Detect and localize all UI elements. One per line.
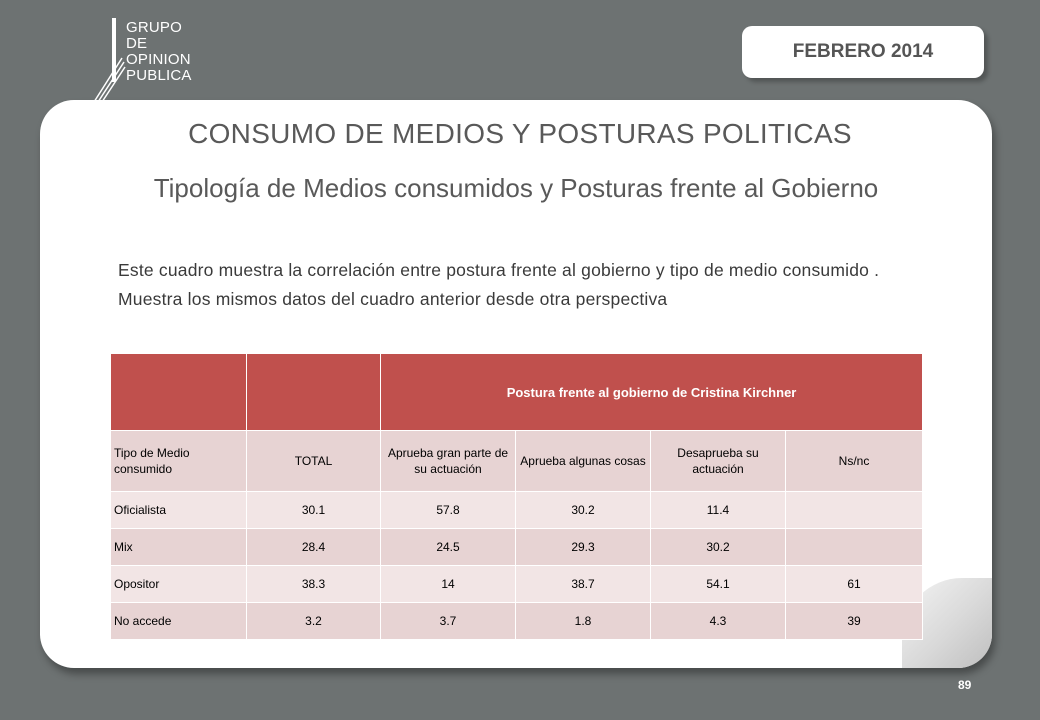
row-label: No accede	[110, 602, 247, 640]
table-cell: 4.3	[650, 602, 786, 640]
logo-vertical-bar	[112, 18, 116, 82]
table-cell: 14	[380, 565, 516, 603]
column-header: Tipo de Medio consumido	[110, 430, 247, 492]
table-row: No accede 3.2 3.7 1.8 4.3 39	[110, 602, 924, 640]
table-cell: 24.5	[380, 528, 516, 566]
header-empty-cell	[246, 353, 381, 431]
table-cell: 38.3	[246, 565, 381, 603]
table-cell: 38.7	[515, 565, 651, 603]
logo-lines-icon	[93, 57, 126, 103]
logo-text: GRUPO DE OPINION PUBLICA	[126, 20, 192, 84]
table-cell: 28.4	[246, 528, 381, 566]
table-cell: 11.4	[650, 491, 786, 529]
table-cell: 57.8	[380, 491, 516, 529]
table-cell: 30.1	[246, 491, 381, 529]
table-row: Oficialista 30.1 57.8 30.2 11.4	[110, 491, 924, 529]
table-cell: 61	[784, 565, 924, 603]
grupo-opinion-publica-logo: GRUPO DE OPINION PUBLICA	[92, 14, 222, 104]
table-cell: 39	[784, 602, 924, 640]
date-badge: FEBRERO 2014	[742, 26, 984, 78]
table-cell: 29.3	[515, 528, 651, 566]
table-header-row: Postura frente al gobierno de Cristina K…	[110, 353, 924, 431]
group-header: Postura frente al gobierno de Cristina K…	[379, 353, 924, 431]
logo-line: GRUPO	[126, 19, 183, 36]
row-label: Opositor	[110, 565, 247, 603]
column-header-row: Tipo de Medio consumido TOTAL Aprueba gr…	[110, 430, 924, 492]
table-cell	[784, 491, 924, 529]
table-row: Opositor 38.3 14 38.7 54.1 61	[110, 565, 924, 603]
header-empty-cell	[110, 353, 247, 431]
table-cell: 1.8	[515, 602, 651, 640]
slide-subtitle: Tipología de Medios consumidos y Postura…	[153, 173, 879, 203]
column-header: Aprueba gran parte de su actuación	[380, 430, 516, 492]
column-header: Desaprueba su actuación	[650, 430, 786, 492]
page-number: 89	[958, 678, 972, 692]
row-label: Mix	[110, 528, 247, 566]
logo-line: DE	[126, 35, 148, 52]
table-cell: 3.7	[380, 602, 516, 640]
media-posture-table: Postura frente al gobierno de Cristina K…	[110, 353, 924, 640]
description-text: Este cuadro muestra la correlación entre…	[118, 260, 880, 309]
column-header: TOTAL	[246, 430, 381, 492]
column-header: Aprueba algunas cosas	[515, 430, 651, 492]
table-cell: 30.2	[650, 528, 786, 566]
table-cell: 3.2	[246, 602, 381, 640]
table-cell: 30.2	[515, 491, 651, 529]
table-cell	[784, 528, 924, 566]
table-cell: 54.1	[650, 565, 786, 603]
table-row: Mix 28.4 24.5 29.3 30.2	[110, 528, 924, 566]
logo-line: PUBLICA	[126, 67, 192, 84]
column-header: Ns/nc	[784, 430, 924, 492]
slide-title: CONSUMO DE MEDIOS Y POSTURAS POLITICAS	[188, 118, 852, 149]
row-label: Oficialista	[110, 491, 247, 529]
logo-line: OPINION	[126, 51, 191, 68]
